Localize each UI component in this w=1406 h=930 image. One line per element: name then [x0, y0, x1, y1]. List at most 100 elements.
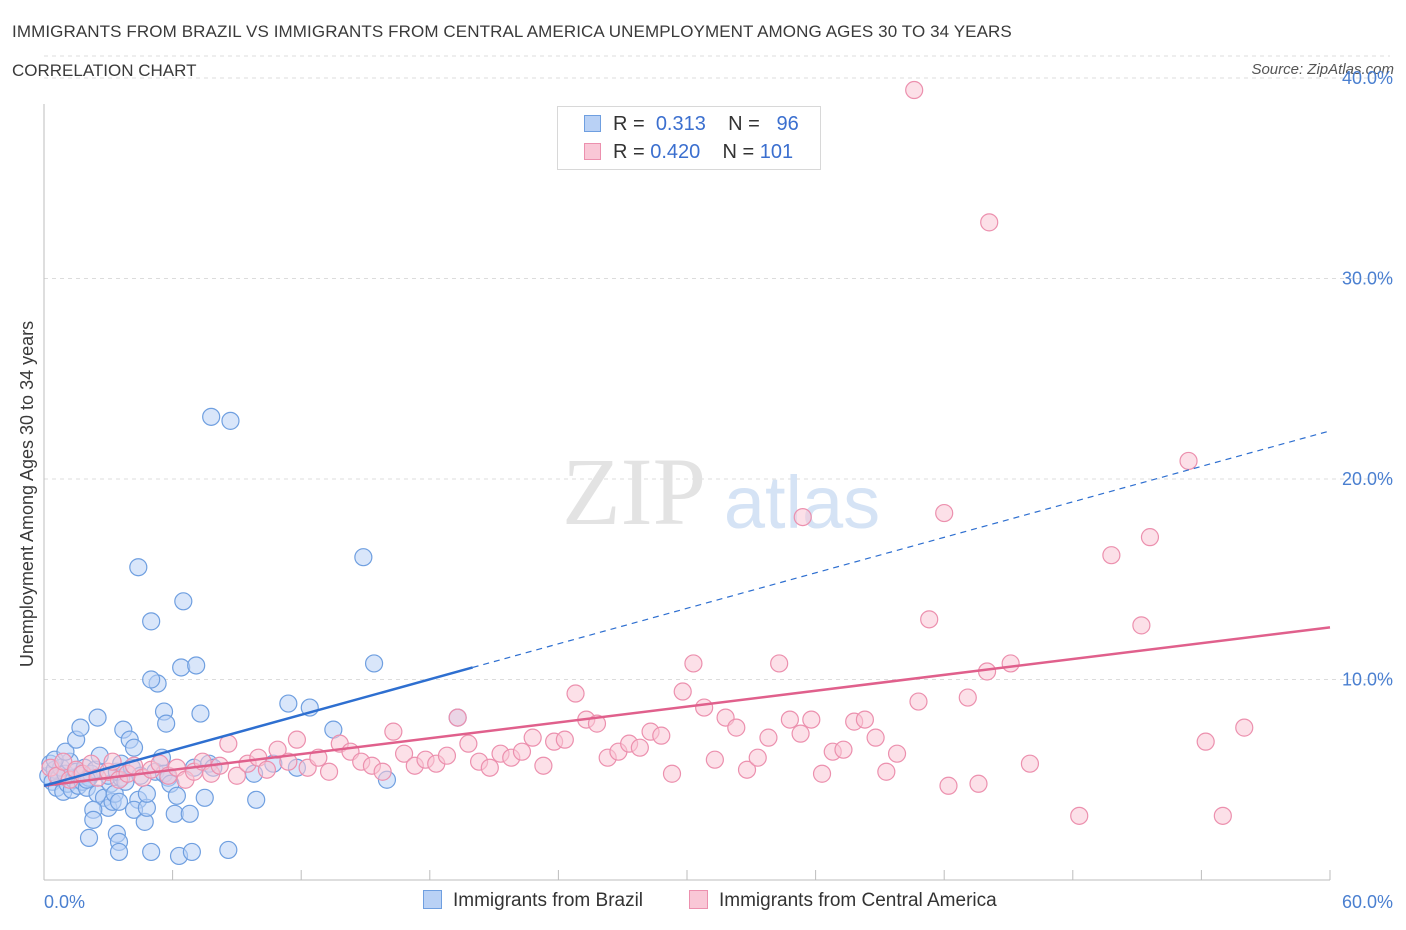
central-america-point [812, 764, 832, 783]
central-america-point [394, 744, 414, 763]
bottom-legend-brazil-label: Immigrants from Brazil [453, 890, 644, 911]
y-tick-label: 20.0% [1342, 469, 1393, 489]
watermark-zip: ZIP [562, 438, 706, 545]
central-america-point [1140, 528, 1160, 547]
brazil-point [167, 786, 186, 805]
central-america-point [555, 730, 574, 749]
central-america-point [1070, 806, 1089, 825]
central-america-point [319, 762, 339, 781]
y-tick-label: 10.0% [1342, 670, 1393, 690]
brazil-point [172, 658, 191, 677]
central-america-point [1001, 654, 1020, 673]
brazil-point [157, 714, 176, 733]
brazil-point [182, 842, 201, 862]
central-america-point [695, 698, 714, 717]
central-america-point [384, 722, 403, 741]
central-america-point [802, 710, 821, 729]
legend-n-label: N = [728, 113, 760, 135]
legend-r-label: R = [613, 141, 645, 163]
central-america-point [437, 746, 457, 765]
central-america-point [935, 503, 954, 523]
brazil-point [202, 407, 221, 426]
brazil-point [364, 654, 384, 673]
central-america-point [705, 750, 724, 769]
brazil-point [191, 704, 210, 723]
central-america-point [512, 742, 532, 761]
legend-n-label: N = [722, 141, 755, 163]
central-america-point [793, 507, 812, 527]
central-america-point [905, 80, 924, 100]
bottom-legend-central-america-label: Immigrants from Central America [719, 890, 997, 911]
axes [43, 104, 1331, 881]
brazil-point [124, 738, 144, 757]
bottom-legend-central-america: Immigrants from Central America [689, 890, 997, 912]
central-america-point [909, 692, 928, 711]
brazil-point [84, 810, 103, 829]
brazil-swatch [584, 115, 601, 132]
brazil-point [142, 612, 161, 631]
brazil-point [142, 670, 161, 689]
central-america-swatch [584, 143, 601, 160]
central-america-point [684, 654, 703, 673]
central-america-point [1020, 754, 1040, 773]
trend-lines [43, 430, 1331, 788]
brazil-point [247, 790, 266, 809]
brazil-point [279, 694, 298, 713]
central-america-point [939, 776, 958, 795]
chart-title: IMMIGRANTS FROM BRAZIL VS IMMIGRANTS FRO… [12, 22, 1012, 41]
y-tick-label: 30.0% [1342, 269, 1393, 289]
watermark-atlas: atlas [724, 461, 880, 544]
brazil-trend-line [43, 666, 473, 787]
central-america-point [373, 762, 392, 781]
central-america-point [448, 708, 467, 727]
legend-r-value: 0.313 [655, 113, 706, 135]
central-america-point [287, 730, 307, 749]
central-america-point [54, 752, 73, 771]
gridlines [44, 55, 1390, 680]
legend-row-brazil: R = 0.313 N = 96 [584, 112, 799, 136]
brazil-point [109, 842, 129, 862]
brazil-trend-extension [472, 430, 1331, 669]
brazil-point [137, 784, 156, 803]
legend-n-value: 101 [759, 141, 794, 163]
x-tick-label: 0.0% [44, 892, 85, 912]
correlation-legend: R = 0.313 N = 96 R = 0.420 N = 101 [557, 106, 821, 170]
legend-r-value: 0.420 [650, 141, 701, 163]
central-america-point [1196, 732, 1215, 751]
central-america-point [737, 760, 757, 779]
central-america-point [759, 728, 778, 747]
central-america-point [279, 752, 298, 771]
central-america-point [866, 728, 885, 747]
brazil-point [221, 411, 240, 430]
central-america-point [1179, 451, 1198, 471]
central-america-point [257, 760, 277, 779]
central-america-point [855, 710, 874, 729]
central-america-point [459, 734, 478, 753]
legend-n-value: 96 [776, 113, 799, 135]
brazil-point [109, 792, 129, 811]
central-america-point [834, 740, 853, 759]
central-america-point [958, 688, 977, 707]
central-america-point [652, 726, 671, 745]
central-america-point [877, 762, 896, 781]
brazil-point [354, 548, 373, 567]
central-america-point [1102, 546, 1121, 565]
brazil-point [129, 558, 148, 577]
central-america-point [791, 724, 810, 743]
central-america-point [1235, 718, 1254, 737]
central-america-point [662, 764, 682, 783]
tick-labels: 10.0% 20.0% 30.0% 40.0% 0.0% 60.0% [44, 68, 1393, 912]
central-america-point [630, 738, 649, 757]
brazil-point [142, 842, 161, 862]
central-america-point [673, 682, 692, 701]
central-america-point [969, 774, 988, 793]
legend-r-label: R = [613, 113, 645, 135]
brazil-points [39, 407, 467, 866]
source-credit: Source: ZipAtlas.com [1251, 61, 1394, 78]
central-america-point [920, 610, 939, 629]
brazil-point [180, 804, 199, 823]
brazil-point [79, 828, 99, 847]
central-america-point [1132, 616, 1151, 635]
central-america-point [887, 744, 907, 763]
brazil-point [88, 708, 107, 727]
